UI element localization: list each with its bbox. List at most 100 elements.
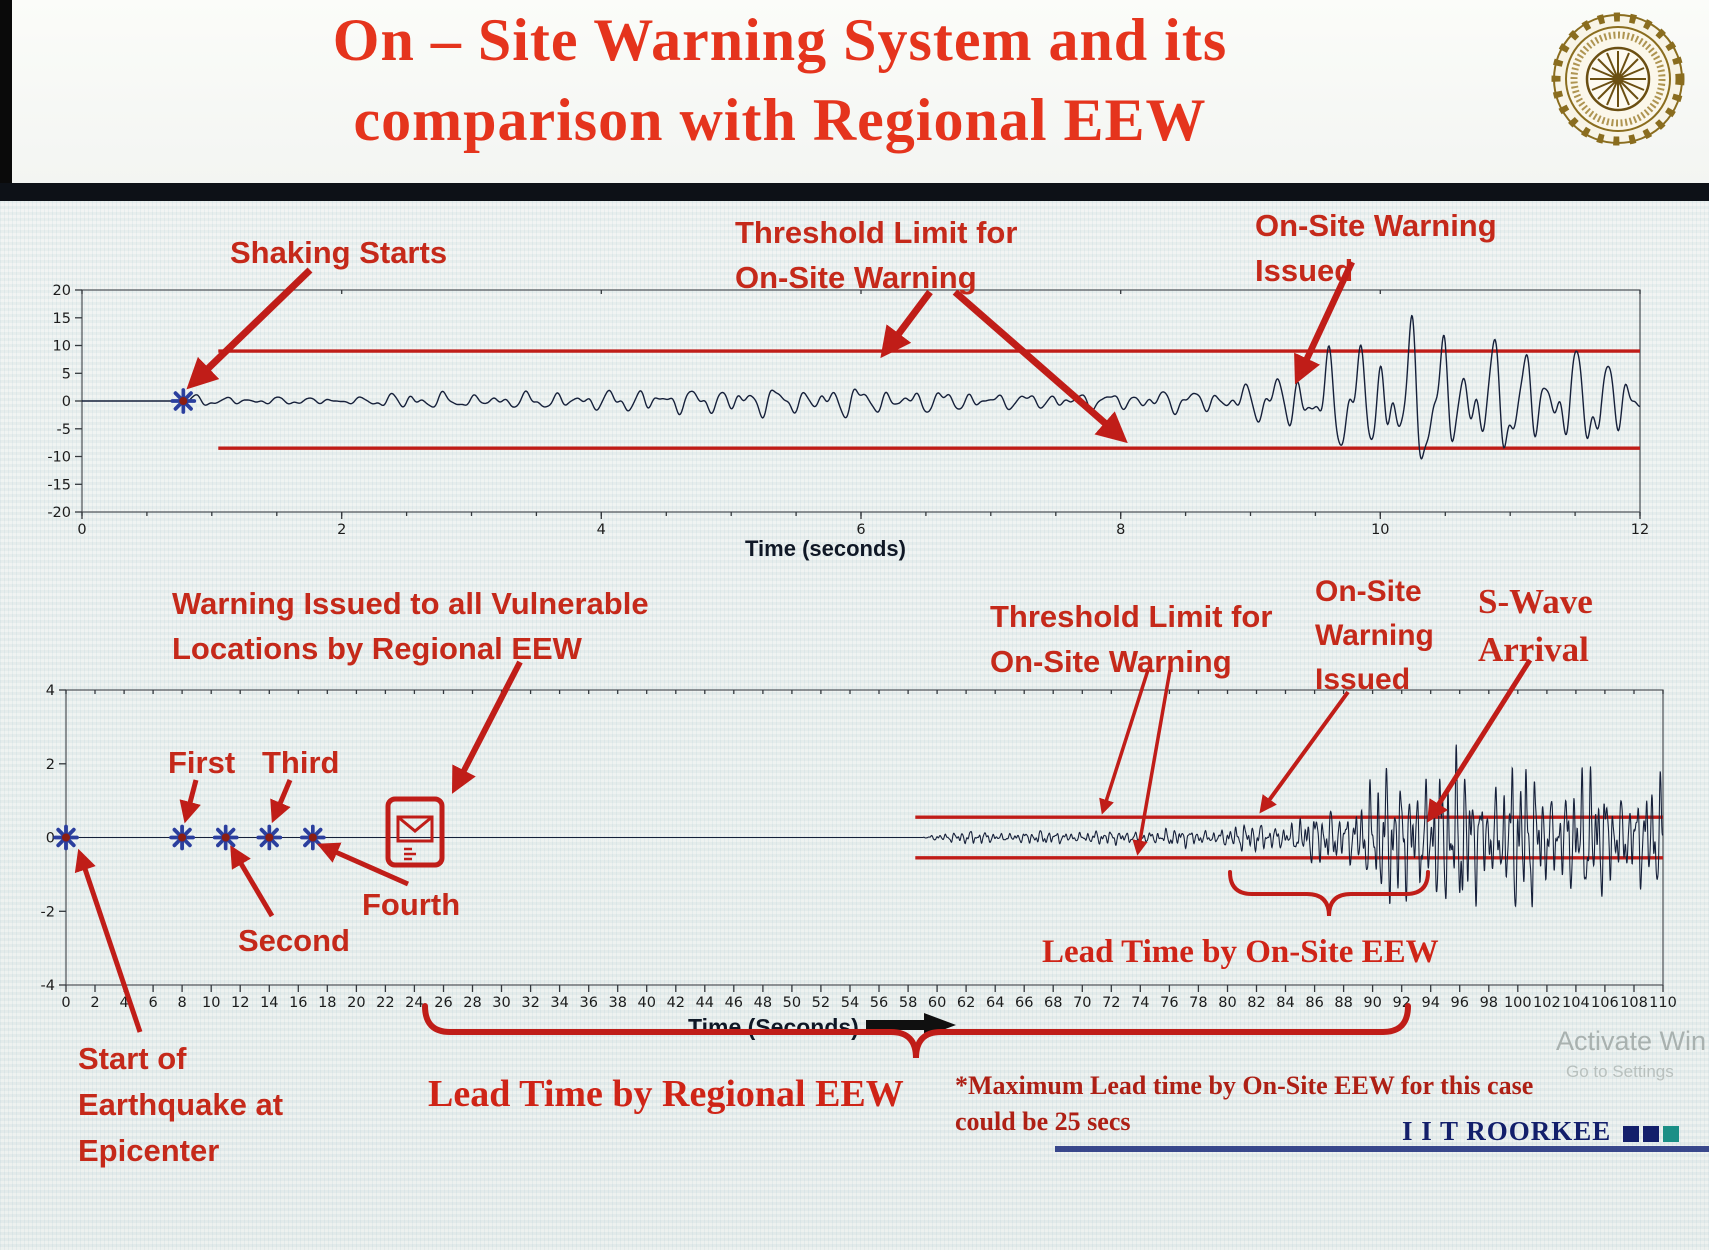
svg-text:68: 68 xyxy=(1044,995,1062,1011)
svg-text:76: 76 xyxy=(1160,995,1178,1011)
svg-text:78: 78 xyxy=(1189,995,1207,1011)
svg-text:92: 92 xyxy=(1392,995,1410,1011)
svg-text:34: 34 xyxy=(550,995,568,1011)
slide-title-line-2: comparison with Regional EEW xyxy=(353,87,1207,153)
s-wave-arrival-label: S-Wave Arrival xyxy=(1478,578,1593,674)
svg-text:50: 50 xyxy=(783,995,801,1011)
svg-text:80: 80 xyxy=(1218,995,1236,1011)
svg-text:8: 8 xyxy=(1116,522,1125,538)
svg-text:48: 48 xyxy=(754,995,772,1011)
regional-warning-line1: Warning Issued to all Vulnerable xyxy=(172,586,649,621)
p-detection-star-marker xyxy=(169,824,195,851)
svg-text:42: 42 xyxy=(667,995,685,1011)
svg-text:0: 0 xyxy=(46,831,55,847)
threshold-bottom-line1: Threshold Limit for xyxy=(990,599,1273,634)
svg-text:106: 106 xyxy=(1591,995,1619,1011)
svg-text:38: 38 xyxy=(608,995,626,1011)
svg-text:100: 100 xyxy=(1504,995,1532,1011)
brand-square-navy-2 xyxy=(1643,1126,1660,1143)
start-quake-label: Start of Earthquake at Epicenter xyxy=(78,1036,283,1174)
svg-text:10: 10 xyxy=(202,995,220,1011)
svg-text:0: 0 xyxy=(62,394,71,410)
photo-edge xyxy=(0,0,12,183)
threshold-top-line2: On-Site Warning xyxy=(735,260,977,295)
inscription-ring xyxy=(1570,31,1666,127)
svg-text:12: 12 xyxy=(231,995,249,1011)
svg-text:18: 18 xyxy=(318,995,336,1011)
shaking-starts-label: Shaking Starts xyxy=(230,235,448,270)
svg-text:-10: -10 xyxy=(47,450,71,466)
onsite-issued-bottom-line1: On-Site xyxy=(1315,575,1422,608)
max-lead-note: *Maximum Lead time by On-Site EEW for th… xyxy=(955,1068,1533,1140)
seismogram-trace xyxy=(66,744,1664,908)
svg-text:5: 5 xyxy=(62,366,71,382)
fourth-detection-label: Fourth xyxy=(362,887,461,922)
start-quake-line3: Epicenter xyxy=(78,1133,220,1168)
svg-text:54: 54 xyxy=(841,995,859,1011)
onsite-issued-bottom-line2: Warning xyxy=(1315,619,1434,652)
threshold-top-label: Threshold Limit for On-Site Warning xyxy=(735,210,1017,300)
svg-text:2: 2 xyxy=(46,757,55,773)
onsite-issued-top-line2: Issued xyxy=(1255,253,1354,288)
regional-warning-icon xyxy=(385,796,445,868)
svg-text:94: 94 xyxy=(1421,995,1439,1011)
p-detection-star-marker xyxy=(256,824,283,851)
svg-text:2: 2 xyxy=(90,995,99,1011)
svg-text:6: 6 xyxy=(856,522,865,538)
seismogram-trace xyxy=(82,314,1641,460)
svg-text:0: 0 xyxy=(77,522,86,538)
onsite-issued-bottom-label: On-Site Warning Issued xyxy=(1315,570,1434,702)
svg-text:-5: -5 xyxy=(57,422,71,438)
svg-text:4: 4 xyxy=(597,522,606,538)
svg-text:30: 30 xyxy=(492,995,510,1011)
svg-text:20: 20 xyxy=(53,283,71,299)
max-lead-line2: could be 25 secs xyxy=(955,1107,1131,1136)
svg-text:10: 10 xyxy=(53,339,71,355)
lead-time-regional-label: Lead Time by Regional EEW xyxy=(428,1073,904,1115)
svg-text:58: 58 xyxy=(899,995,917,1011)
svg-text:110: 110 xyxy=(1649,995,1677,1011)
emblem-graphic xyxy=(1551,12,1685,146)
brand-square-teal xyxy=(1663,1126,1680,1143)
onsite-issued-bottom-line3: Issued xyxy=(1315,663,1411,696)
svg-text:108: 108 xyxy=(1620,995,1648,1011)
first-detection-label: First xyxy=(168,745,236,780)
svg-text:6: 6 xyxy=(148,995,157,1011)
svg-text:84: 84 xyxy=(1276,995,1294,1011)
svg-text:20: 20 xyxy=(347,995,365,1011)
regional-warning-label: Warning Issued to all Vulnerable Locatio… xyxy=(172,581,649,671)
max-lead-line1: *Maximum Lead time by On-Site EEW for th… xyxy=(955,1071,1534,1100)
svg-text:62: 62 xyxy=(957,995,975,1011)
svg-text:32: 32 xyxy=(521,995,539,1011)
p-detection-star-marker xyxy=(299,824,326,851)
iit-roorkee-logo xyxy=(1547,8,1689,150)
slide-title-line-1: On – Site Warning System and its xyxy=(332,7,1228,73)
svg-text:8: 8 xyxy=(177,995,186,1011)
header-divider xyxy=(0,183,1709,201)
svg-text:60: 60 xyxy=(928,995,946,1011)
svg-text:36: 36 xyxy=(579,995,597,1011)
onsite-issued-top-label: On-Site Warning Issued xyxy=(1255,203,1497,293)
svg-text:86: 86 xyxy=(1305,995,1323,1011)
activate-watermark: Activate Win xyxy=(1556,1026,1707,1056)
svg-text:4: 4 xyxy=(46,683,55,699)
p-detection-star-marker xyxy=(212,824,239,851)
svg-text:22: 22 xyxy=(376,995,394,1011)
svg-text:15: 15 xyxy=(53,311,71,327)
slide-header: On – Site Warning System and its compari… xyxy=(0,0,1709,183)
start-quake-line2: Earthquake at xyxy=(78,1087,284,1122)
s-wave-line2: Arrival xyxy=(1478,630,1589,669)
svg-text:2: 2 xyxy=(337,522,346,538)
svg-text:102: 102 xyxy=(1533,995,1561,1011)
svg-text:88: 88 xyxy=(1334,995,1352,1011)
svg-text:0: 0 xyxy=(61,995,70,1011)
second-detection-label: Second xyxy=(238,923,350,958)
svg-text:-4: -4 xyxy=(41,978,55,994)
svg-text:90: 90 xyxy=(1363,995,1381,1011)
svg-text:56: 56 xyxy=(870,995,888,1011)
footer-rule xyxy=(1055,1146,1709,1152)
gear-ring xyxy=(1551,12,1685,146)
regional-comparison-chart: 420-2-40 2 4 6 8 10 12 14 16 18 20 22 24 26 28 30 32 34 36… xyxy=(41,683,1677,1011)
svg-text:104: 104 xyxy=(1562,995,1590,1011)
